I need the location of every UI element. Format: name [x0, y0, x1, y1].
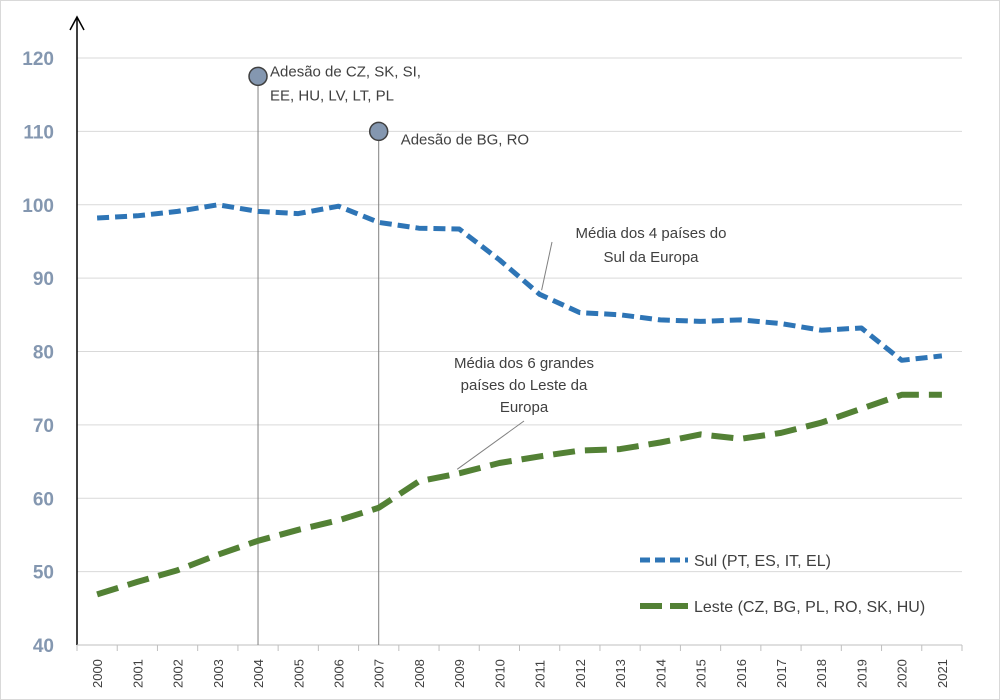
event-label: Adesão de CZ, SK, SI,	[270, 63, 421, 80]
x-tick-label: 2013	[613, 659, 628, 688]
series-line-sul	[96, 202, 943, 363]
x-tick-label: 2004	[251, 659, 266, 688]
annotation-sul: Média dos 4 países do	[576, 225, 727, 242]
annotation-leader	[456, 420, 525, 470]
y-tick-label: 110	[23, 122, 54, 143]
x-tick-label: 2001	[130, 659, 145, 688]
x-tick-label: 2014	[653, 659, 668, 688]
x-tick-label: 2005	[291, 659, 306, 688]
x-tick-label: 2006	[331, 659, 346, 688]
y-tick-label: 60	[33, 489, 54, 510]
x-tick-label: 2012	[573, 659, 588, 688]
event-marker	[368, 121, 389, 142]
x-tick-label: 2015	[694, 659, 709, 688]
x-tick-label: 2011	[533, 660, 548, 688]
x-tick-label: 2002	[171, 659, 186, 688]
event-marker	[248, 66, 268, 87]
y-tick-label: 90	[33, 269, 54, 290]
series-line-leste	[96, 391, 942, 598]
annotation-leste: Média dos 6 grandes	[454, 355, 594, 372]
x-tick-label: 2003	[211, 659, 226, 688]
annotation-leste: Europa	[500, 399, 549, 416]
annotation-sul: Sul da Europa	[603, 249, 699, 266]
y-tick-label: 100	[22, 196, 54, 217]
y-tick-label: 70	[33, 416, 54, 437]
annotation-leader	[541, 241, 553, 291]
y-tick-label: 120	[22, 49, 54, 70]
event-label: EE, HU, LV, LT, PL	[270, 87, 394, 104]
y-tick-label: 40	[33, 636, 54, 657]
annotation-leste: países do Leste da	[461, 377, 588, 394]
x-tick-label: 2021	[935, 659, 950, 688]
x-tick-label: 2007	[372, 659, 387, 688]
y-tick-label: 50	[33, 563, 54, 584]
x-tick-label: 2009	[452, 659, 467, 688]
x-tick-label: 2017	[774, 659, 789, 688]
x-tick-label: 2010	[492, 659, 507, 688]
x-tick-label: 2016	[734, 659, 749, 688]
y-axis-arrow	[69, 15, 85, 31]
legend-label-leste: Leste (CZ, BG, PL, RO, SK, HU)	[694, 599, 925, 616]
x-tick-label: 2020	[895, 659, 910, 688]
legend-label-sul: Sul (PT, ES, IT, EL)	[694, 553, 831, 570]
x-tick-label: 2000	[90, 659, 105, 688]
x-tick-label: 2019	[854, 659, 869, 688]
y-tick-label: 80	[33, 343, 54, 364]
x-tick-label: 2008	[412, 659, 427, 688]
event-label: Adesão de BG, RO	[401, 131, 529, 148]
x-tick-label: 2018	[814, 659, 829, 688]
